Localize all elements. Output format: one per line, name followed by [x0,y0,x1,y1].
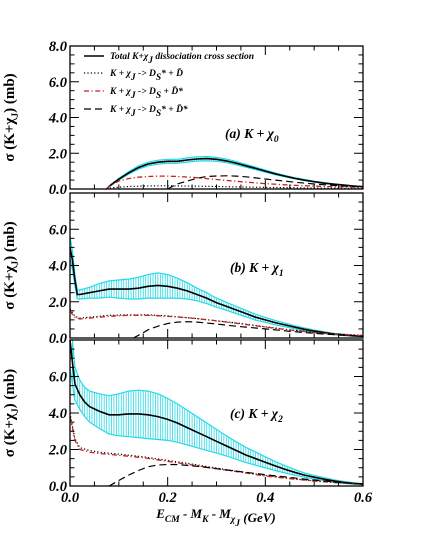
error-band-1 [69,236,364,338]
legend-entry-part: -> D [136,69,156,79]
chart-panel-2: 0.02.04.06.0σ (K+χJ) (mb)(c) K + χ20.0 0.… [2,339,373,529]
series-line-dashdot [69,310,364,337]
plot-frame [69,45,364,190]
legend-entry-part: -> D [136,87,156,97]
y-axis-label-part: J [11,113,21,118]
y-axis-label: σ (K+χJ) (mb) [2,221,21,309]
legend-entry-part: S [156,73,161,83]
y-tick-label: 4.0 [48,406,67,422]
legend-entry-part: S [156,109,161,119]
x-tick-label: 0.2 [159,490,177,506]
y-tick-label: 6.0 [49,370,67,386]
y-tick-label: 4.0 [48,111,67,127]
legend-entry-part: S [156,91,161,101]
x-tick-label: 0.4 [256,490,274,506]
legend-entry-part: * + D̄ [161,68,183,79]
error-band-lower [69,258,364,338]
y-tick-label: 0.0 [49,331,67,347]
legend-entry-part: J [130,109,136,119]
y-tick-label: 6.0 [49,222,67,238]
y-tick-label: 2.0 [48,146,67,162]
legend-entry: K + χJ -> DS + D̄* [109,86,183,101]
x-tick-label: 0.0 [61,490,79,506]
series-line-solid [69,339,364,485]
series-line-dashed [133,321,364,339]
series-line-solid [106,157,364,190]
legend-entry-part: dissociation cross section [153,52,254,62]
legend-entry: K + χJ -> DS* + D̄ [109,68,183,83]
y-axis-label: σ (K+χJ) (mb) [2,369,21,457]
legend-entry-part: + D̄* [161,86,183,97]
y-axis-label-part: J [11,261,21,266]
y-tick-label: 4.0 [48,259,67,275]
error-band-lower [69,367,364,486]
legend-entry-part: K + χ [109,69,131,79]
legend-entry: K + χJ -> DS* + D̄* [109,104,188,119]
legend-entry-part: K + χ [109,87,131,97]
panel-label: (c) K + χ2 [230,406,283,425]
legend-entry-part: J [130,73,136,83]
x-axis-label-part: (GeV) [240,510,276,525]
x-axis-label-part: - M [208,506,231,521]
y-tick-label: 0.0 [49,182,67,198]
y-axis-label: σ (K+χJ) (mb) [2,73,21,161]
x-axis-label-part: χ [229,515,236,525]
panel-label-part: (c) K + χ [230,406,279,421]
x-axis-label-part: E [155,506,165,521]
error-band-2 [69,339,364,486]
panel-label: (b) K + χ1 [230,260,284,279]
y-axis-label-part: J [11,408,21,413]
panel-label-part: 2 [277,415,283,425]
y-axis-label-part: ) (mb) [2,221,18,261]
legend-entry: Total K+χJ dissociation cross section [110,52,254,66]
x-axis-label: ECM - MK - MχJ (GeV) [155,506,276,529]
panel-label-part: 1 [279,269,284,279]
panel-label-part: 0 [274,135,279,145]
legend-entry-part: J [130,91,136,101]
y-axis-label-part: σ (K+χ [2,117,18,162]
y-axis-label-part: ) (mb) [2,369,18,409]
y-tick-label: 2.0 [48,295,67,311]
error-band-upper [69,236,364,337]
x-axis-label-part: - M [180,506,203,521]
y-tick-label: 8.0 [49,39,67,55]
legend-entry-part: K + χ [109,105,131,115]
y-tick-label: 0.0 [49,479,67,495]
series-line-dashdot [106,175,364,190]
x-axis-label-part: K [201,515,209,525]
legend-entry-part: -> D [136,105,156,115]
x-axis-label-part: J [234,519,240,529]
y-axis-label-part: σ (K+χ [2,412,18,457]
x-tick-label: 0.6 [354,490,373,506]
legend-entry-part: Total K+χ [110,52,149,62]
series-line-dashdot [69,416,364,485]
chart-panel-1: 0.0 2.0 4.0 6.0 σ (K+χJ) (mb) (b) K + χ1 [2,192,364,347]
chart-panel-0: 0.02.04.06.08.0σ (K+χJ) (mb)(a) K + χ0To… [2,39,364,198]
series-line-dashed [108,463,364,487]
legend-entry-part: J [147,56,153,66]
series-line-dashed [167,175,364,190]
legend-entry-part: * + D̄* [161,104,188,115]
panel-label: (a) K + χ0 [225,126,279,145]
series-line-solid [69,247,364,337]
panel-label-part: (b) K + χ [230,260,280,275]
y-tick-label: 6.0 [49,75,67,91]
y-axis-label-part: σ (K+χ [2,265,18,310]
error-band-0 [106,155,364,190]
x-axis-label-part: CM [165,515,180,525]
y-axis-label-part: ) (mb) [2,73,18,113]
panel-label-part: (a) K + χ [225,126,275,141]
error-band-upper [70,339,364,485]
y-tick-label: 2.0 [48,443,67,459]
